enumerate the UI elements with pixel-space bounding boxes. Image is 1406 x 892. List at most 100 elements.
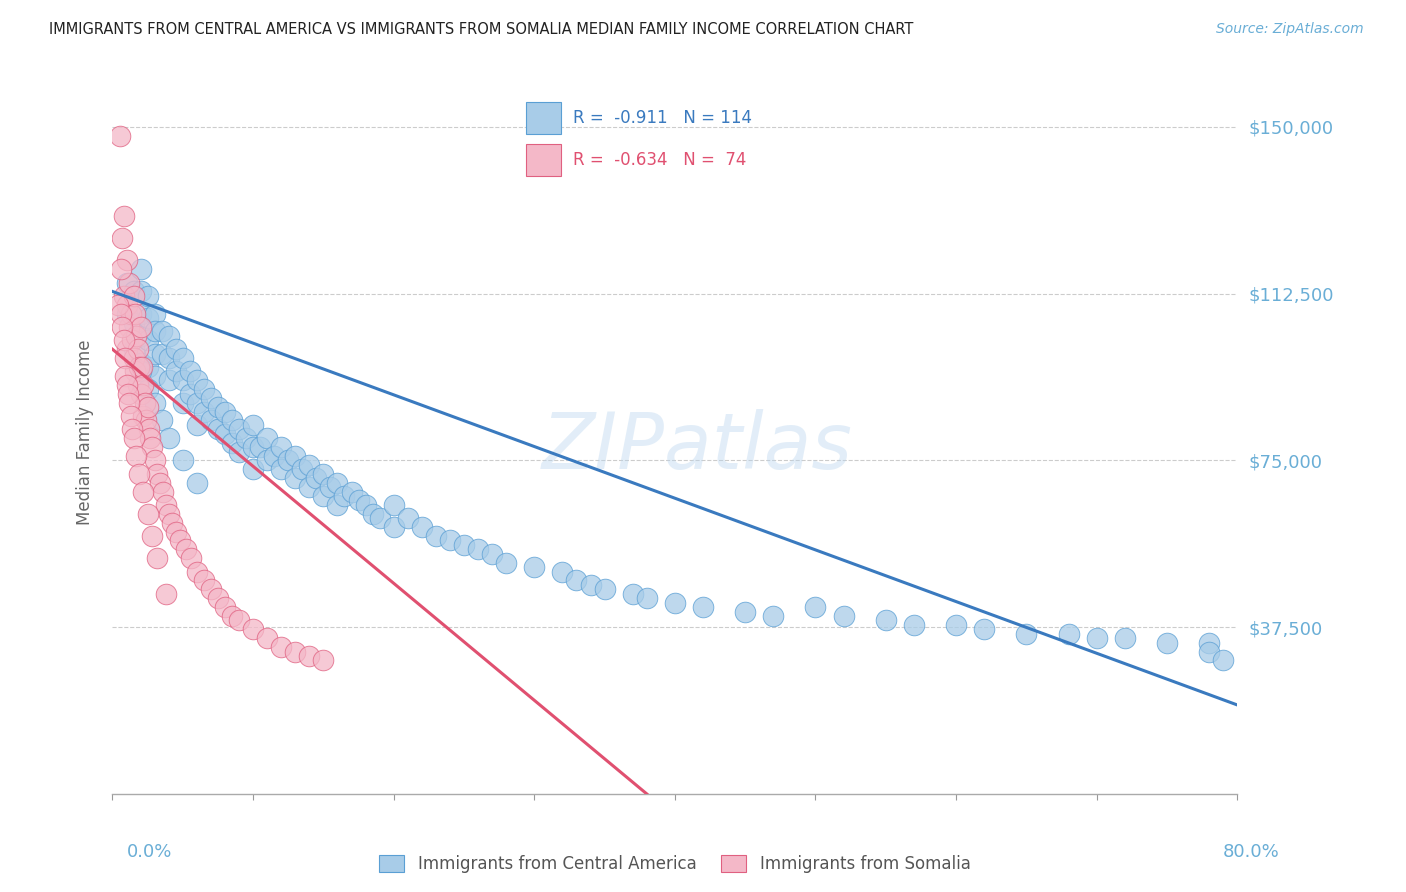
Point	[143, 325, 166, 339]
Point	[111, 231, 134, 245]
Point	[382, 498, 405, 512]
Point	[172, 395, 194, 409]
Point	[165, 364, 187, 378]
Point	[125, 329, 148, 343]
Point	[903, 618, 925, 632]
Point	[382, 520, 405, 534]
Point	[1198, 636, 1220, 650]
Point	[115, 343, 138, 357]
Point	[129, 386, 152, 401]
Point	[132, 377, 155, 392]
Point	[172, 453, 194, 467]
Point	[139, 431, 162, 445]
Text: IMMIGRANTS FROM CENTRAL AMERICA VS IMMIGRANTS FROM SOMALIA MEDIAN FAMILY INCOME : IMMIGRANTS FROM CENTRAL AMERICA VS IMMIG…	[49, 22, 914, 37]
Point	[411, 520, 433, 534]
Point	[149, 475, 172, 490]
Point	[1015, 627, 1038, 641]
Point	[118, 276, 141, 290]
Point	[305, 471, 328, 485]
Point	[467, 542, 489, 557]
Text: Source: ZipAtlas.com: Source: ZipAtlas.com	[1216, 22, 1364, 37]
Point	[256, 632, 278, 646]
Point	[141, 529, 163, 543]
Point	[875, 614, 897, 628]
Point	[319, 480, 342, 494]
Point	[1057, 627, 1080, 641]
Point	[636, 591, 658, 606]
Point	[121, 422, 143, 436]
Point	[108, 128, 131, 143]
Point	[235, 431, 257, 445]
Point	[136, 311, 159, 326]
Point	[129, 262, 152, 277]
Point	[179, 364, 201, 378]
Point	[326, 498, 349, 512]
Point	[495, 556, 517, 570]
Point	[242, 417, 264, 432]
Point	[165, 524, 187, 539]
Point	[200, 413, 222, 427]
Point	[1198, 644, 1220, 658]
Point	[129, 307, 152, 321]
Point	[120, 307, 142, 321]
Point	[1156, 636, 1178, 650]
Point	[832, 609, 855, 624]
Point	[263, 449, 285, 463]
Point	[114, 351, 136, 366]
Point	[150, 325, 173, 339]
Point	[136, 289, 159, 303]
Point	[111, 320, 134, 334]
Point	[179, 386, 201, 401]
Point	[172, 373, 194, 387]
Point	[186, 395, 208, 409]
Point	[277, 453, 299, 467]
Point	[150, 347, 173, 361]
Point	[157, 329, 180, 343]
Point	[551, 565, 574, 579]
Point	[157, 373, 180, 387]
Point	[664, 596, 686, 610]
Point	[112, 289, 135, 303]
Point	[270, 462, 292, 476]
Point	[200, 391, 222, 405]
Point	[129, 355, 152, 369]
Point	[221, 609, 243, 624]
Point	[122, 289, 145, 303]
Point	[298, 480, 321, 494]
Point	[186, 417, 208, 432]
Point	[132, 409, 155, 423]
Point	[256, 453, 278, 467]
Point	[124, 364, 146, 378]
Point	[129, 320, 152, 334]
Point	[425, 529, 447, 543]
Point	[110, 307, 132, 321]
Point	[333, 489, 356, 503]
Point	[621, 587, 644, 601]
Point	[312, 467, 335, 481]
Point	[193, 382, 215, 396]
Text: ZIPatlas: ZIPatlas	[541, 409, 853, 485]
Point	[762, 609, 785, 624]
Point	[114, 368, 136, 383]
Point	[1085, 632, 1108, 646]
Point	[368, 511, 391, 525]
Point	[1114, 632, 1136, 646]
Point	[945, 618, 967, 632]
Point	[136, 359, 159, 374]
Point	[112, 209, 135, 223]
Point	[136, 334, 159, 348]
Point	[129, 329, 152, 343]
Point	[354, 498, 377, 512]
Point	[115, 253, 138, 268]
Point	[157, 507, 180, 521]
Point	[132, 484, 155, 499]
Point	[186, 565, 208, 579]
Point	[284, 449, 307, 463]
Point	[115, 377, 138, 392]
Point	[256, 431, 278, 445]
Point	[284, 471, 307, 485]
Point	[207, 422, 229, 436]
Point	[242, 440, 264, 454]
Point	[129, 364, 152, 378]
Point	[127, 343, 149, 357]
